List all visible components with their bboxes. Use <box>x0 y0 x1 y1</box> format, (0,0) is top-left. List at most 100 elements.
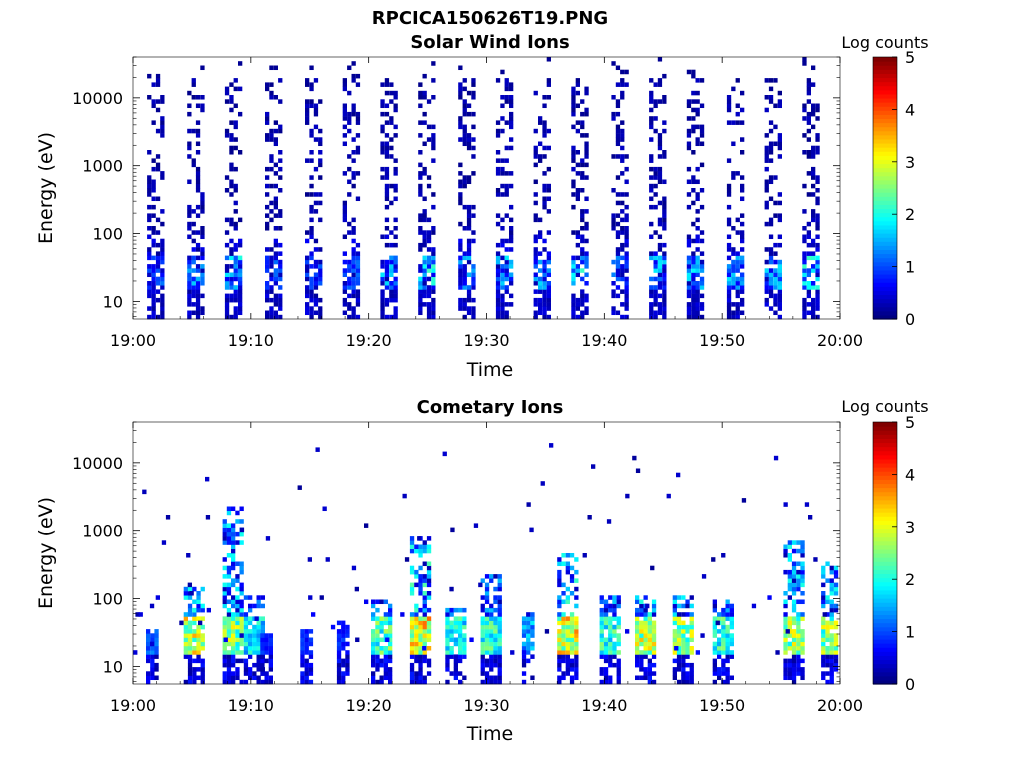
spectrogram-cell <box>195 141 201 147</box>
spectrogram-cell <box>639 662 644 668</box>
spectrogram-cell <box>504 289 509 294</box>
spectrogram-cell <box>726 183 732 189</box>
spectrogram-cell <box>273 204 278 210</box>
spectrogram-cell <box>773 124 778 130</box>
spectrogram-cell <box>504 264 509 269</box>
spectrogram-cell <box>231 540 236 545</box>
spectrogram-cell <box>183 633 188 638</box>
spectrogram-cell <box>233 137 238 142</box>
spectrogram-cell <box>825 620 830 626</box>
spectrogram-cell <box>542 297 547 303</box>
spectrogram-cell <box>195 306 201 311</box>
spectrogram-cell <box>222 540 227 545</box>
spectrogram-cell <box>183 586 188 592</box>
spectrogram-cell <box>620 78 625 83</box>
spectrogram-cell <box>726 234 732 240</box>
spectrogram-cell <box>495 188 501 193</box>
spectrogram-cell <box>160 133 165 138</box>
spectrogram-cell <box>806 234 811 240</box>
spectrogram-cell <box>533 255 538 261</box>
spectrogram-cell <box>462 86 467 92</box>
spectrogram-cell <box>414 637 419 643</box>
spectrogram-cell <box>402 493 407 499</box>
spectrogram-cell <box>686 133 692 138</box>
spectrogram-cell <box>375 650 380 655</box>
spectrogram-cell <box>389 200 394 206</box>
spectrogram-cell <box>580 297 585 303</box>
spectrogram-cell <box>495 221 501 227</box>
spectrogram-cell <box>712 641 717 647</box>
spectrogram-cell <box>497 603 502 609</box>
spectrogram-cell <box>571 255 576 261</box>
spectrogram-cell <box>712 599 717 605</box>
spectrogram-cell <box>273 183 278 189</box>
spectrogram-cell <box>389 137 394 142</box>
spectrogram-cell <box>196 629 201 634</box>
spectrogram-cell <box>426 264 432 269</box>
spectrogram-cell <box>239 612 244 617</box>
spectrogram-cell <box>309 306 314 311</box>
spectrogram-cell <box>800 641 805 647</box>
spectrogram-cell <box>712 650 717 655</box>
spectrogram-cell <box>191 276 196 282</box>
spectrogram-cell <box>422 90 427 96</box>
spectrogram-cell <box>273 141 278 147</box>
spectrogram-cell <box>672 658 677 664</box>
spectrogram-cell <box>530 616 535 621</box>
spectrogram-cell <box>233 255 238 261</box>
spectrogram-cell <box>689 612 694 617</box>
colorbar-swatch <box>873 241 897 246</box>
spectrogram-cell <box>151 179 156 185</box>
spectrogram-cell <box>458 124 463 130</box>
spectrogram-cell <box>768 217 774 223</box>
spectrogram-cell <box>150 662 155 668</box>
spectrogram-cell <box>243 612 249 617</box>
spectrogram-cell <box>825 654 830 659</box>
spectrogram-cell <box>521 633 527 638</box>
spectrogram-cell <box>383 654 388 659</box>
spectrogram-cell <box>649 137 654 142</box>
spectrogram-cell <box>542 285 547 290</box>
spectrogram-cell <box>815 272 820 278</box>
spectrogram-cell <box>495 242 501 248</box>
spectrogram-cell <box>243 667 249 672</box>
spectrogram-cell <box>196 658 201 664</box>
spectrogram-cell <box>662 302 667 307</box>
spectrogram-cell <box>355 302 361 307</box>
spectrogram-cell <box>493 637 498 643</box>
spectrogram-cell <box>371 612 376 617</box>
spectrogram-cell <box>278 272 283 278</box>
spectrogram-cell <box>422 607 427 613</box>
spectrogram-cell <box>389 259 394 265</box>
spectrogram-cell <box>800 553 805 558</box>
spectrogram-cell <box>229 221 234 227</box>
spectrogram-cell <box>764 200 769 206</box>
spectrogram-cell <box>699 162 705 168</box>
spectrogram-cell <box>426 662 432 668</box>
spectrogram-cell <box>712 646 717 651</box>
spectrogram-cell <box>278 99 283 104</box>
spectrogram-cell <box>243 595 249 600</box>
spectrogram-cell <box>146 629 151 634</box>
colorbar-swatch <box>873 102 897 107</box>
spectrogram-cell <box>196 646 201 651</box>
spectrogram-cell <box>561 616 566 621</box>
spectrogram-cell <box>611 111 616 117</box>
spectrogram-cell <box>462 111 467 117</box>
spectrogram-cell <box>493 679 498 685</box>
spectrogram-cell <box>187 221 192 227</box>
spectrogram-cell <box>768 306 774 311</box>
spectrogram-cell <box>304 658 309 664</box>
x-tick-label: 19:00 <box>110 696 156 715</box>
spectrogram-cell <box>383 616 388 621</box>
spectrogram-cell <box>347 264 352 269</box>
spectrogram-cell <box>768 268 774 273</box>
spectrogram-cell <box>345 671 350 676</box>
spectrogram-cell <box>542 247 547 252</box>
spectrogram-cell <box>712 607 717 613</box>
spectrogram-cell <box>243 641 249 647</box>
spectrogram-cell <box>821 595 826 600</box>
spectrogram-cell <box>222 620 227 626</box>
spectrogram-cell <box>318 150 323 155</box>
spectrogram-cell <box>304 675 309 681</box>
